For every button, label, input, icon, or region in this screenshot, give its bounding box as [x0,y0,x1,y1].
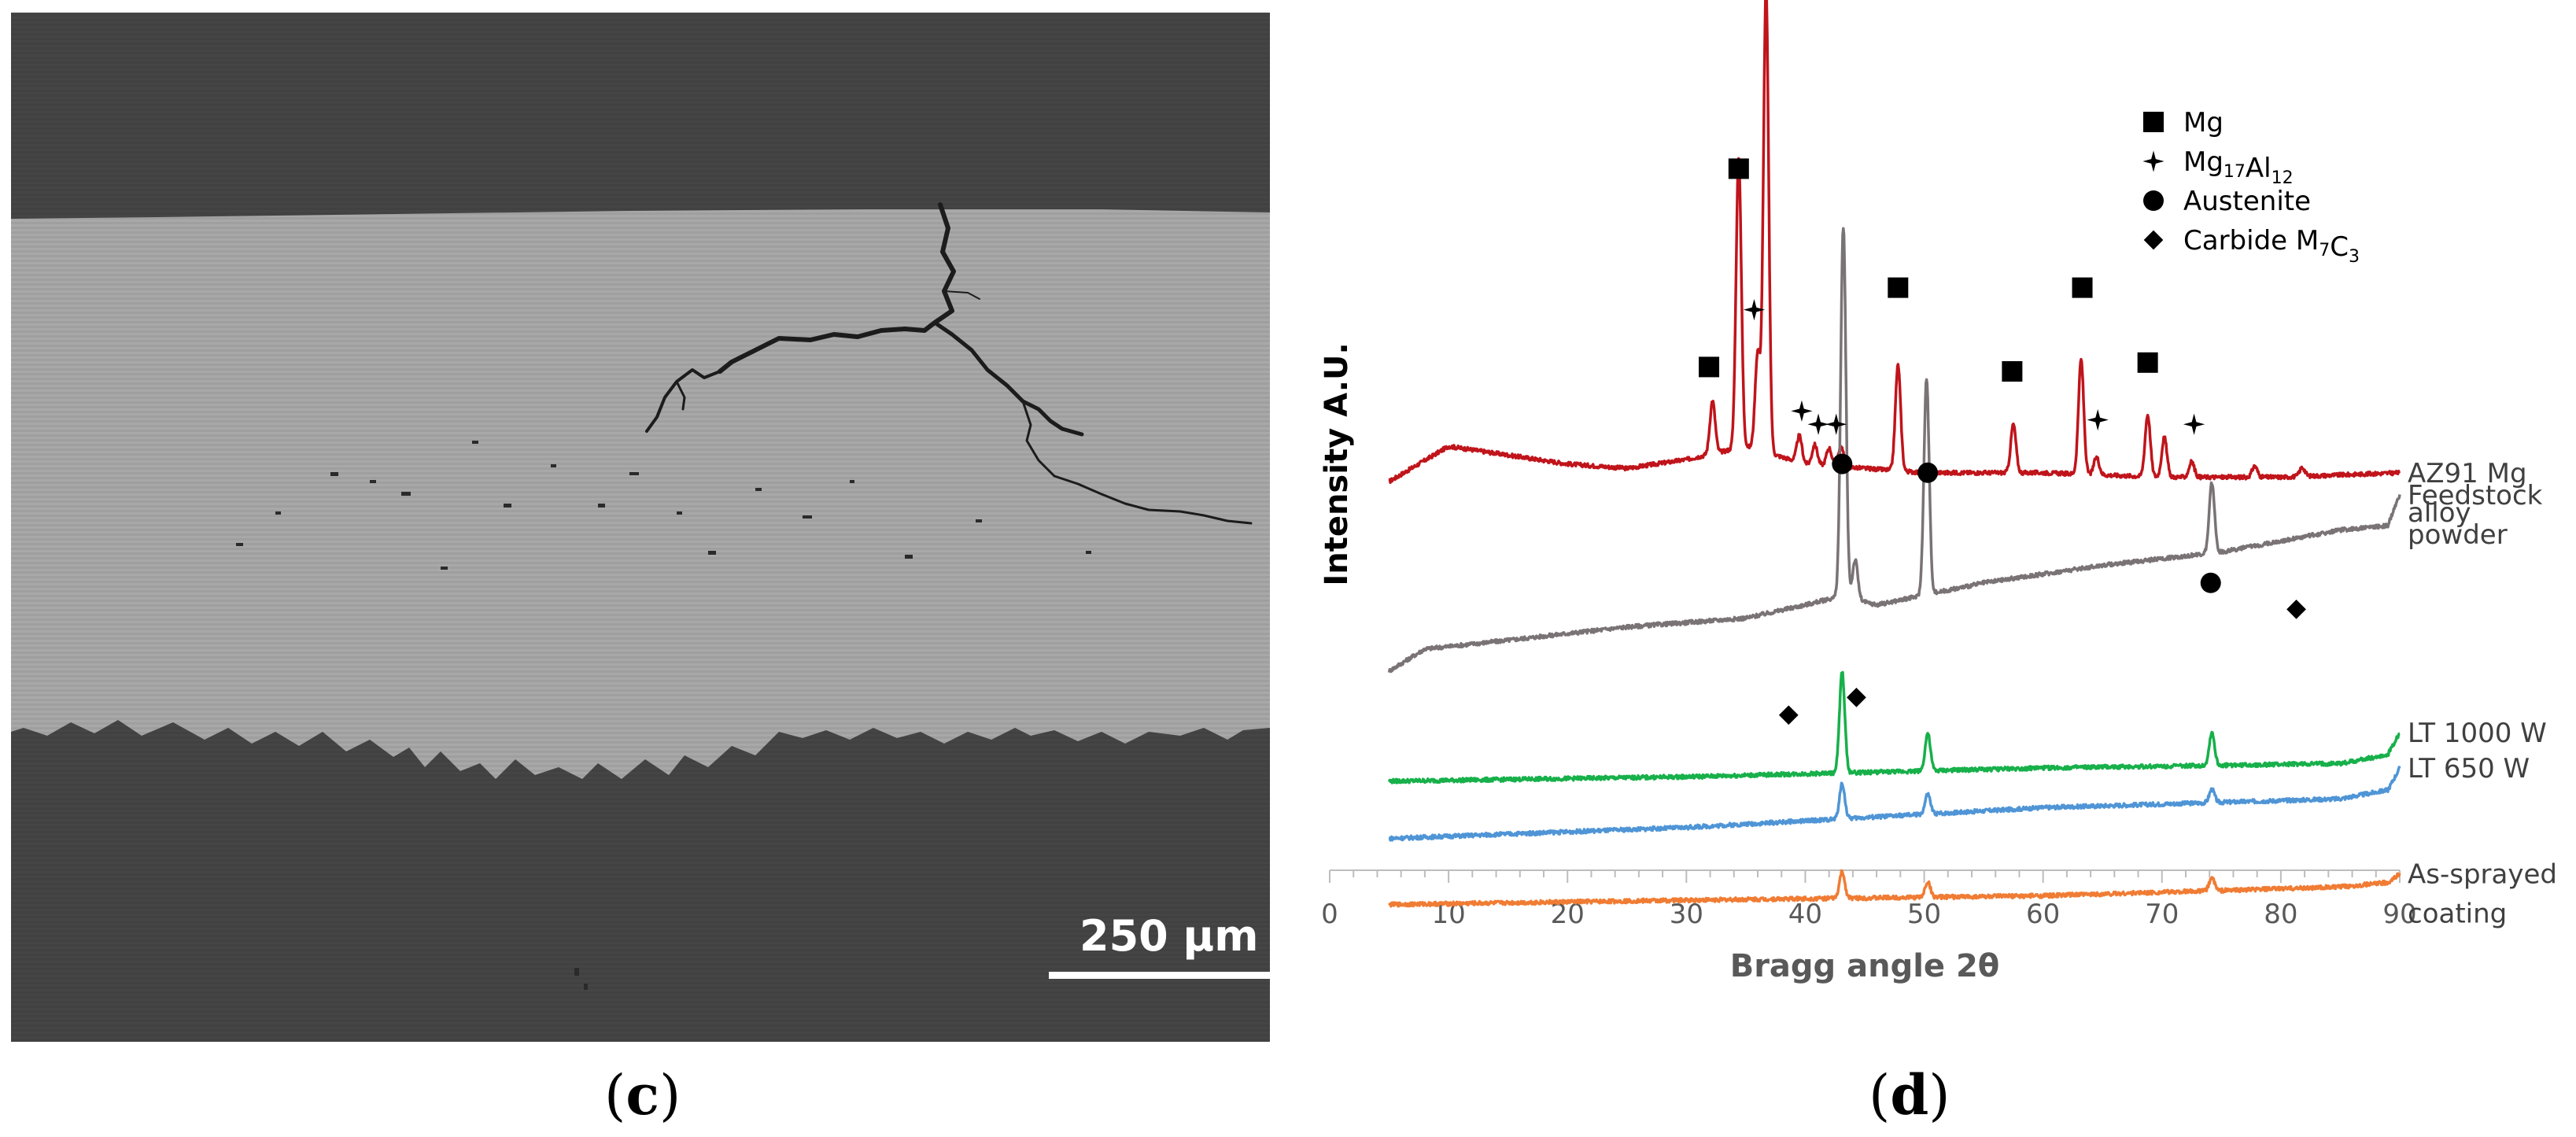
carbide-marker [1847,688,1866,707]
x-axis-title: Bragg angle 2θ [1730,948,2000,984]
x-tick-label: 90 [2382,899,2416,930]
scale-bar [1049,972,1273,979]
mg17al12-marker [2142,150,2165,172]
x-tick-label: 50 [1907,899,1941,930]
porosity-specks [236,441,1091,990]
legend-label: Austenite [2183,186,2311,217]
mg-marker [1728,158,1749,179]
x-tick-label: 80 [2264,899,2297,930]
series-line [1388,869,2401,908]
x-tick-label: 60 [2026,899,2060,930]
mg-marker [1699,356,1720,378]
series-line [1387,670,2401,784]
austenite-marker [1917,462,1939,483]
series-label: As-sprayed coating [2408,858,2557,929]
legend-label: Mg17Al12 [2183,146,2294,188]
series-line [1388,0,2401,485]
x-axis: 0 10 20 30 40 50 60 70 80 90 Bragg angle 2θ [1321,869,2417,984]
panel-label-d: (d) [1869,1062,1950,1128]
legend-label: Carbide M7C3 [2183,225,2360,267]
x-tick-label: 0 [1321,899,1338,930]
series-line [1388,765,2401,842]
legend-item: Carbide M7C3 [2143,225,2360,267]
mg17al12-marker [2087,408,2109,431]
austenite-marker [2143,190,2164,211]
mg17al12-marker [1807,413,1829,435]
scanline-texture [11,13,1270,1042]
x-tick-label: 70 [2145,899,2179,930]
carbide-marker [2143,230,2164,250]
mg-marker [2002,361,2023,382]
mg17al12-marker [1825,413,1847,435]
series-label: LT 650 W [2408,753,2530,784]
mg-marker [2143,112,2164,132]
sem-micrograph [11,13,1270,1042]
panel-label-c: (c) [604,1062,681,1128]
legend-item: Mg17Al12 [2142,146,2294,188]
mg-marker [1888,277,1909,298]
mg-marker [2137,352,2158,373]
carbide-marker [2286,600,2306,619]
series-label: AZ91 Mg alloy [2408,458,2527,529]
legend-item: Mg [2143,107,2224,138]
mg-marker [2072,277,2093,298]
austenite-marker [2200,572,2221,593]
legend-label: Mg [2183,107,2224,138]
series-label: LT 1000 W [2408,718,2547,749]
mg17al12-marker [2183,413,2205,435]
crack-network [645,202,1253,525]
carbide-marker [1778,705,1799,725]
x-tick-label: 40 [1788,899,1822,930]
mg17al12-marker [1791,400,1813,423]
legend-item: Austenite [2143,186,2311,217]
series-label: Feedstock powder [2408,480,2543,551]
austenite-marker [1832,453,1853,474]
scale-bar-label: 250 µm [1079,911,1259,961]
y-axis-title: Intensity A.U. [1319,342,1355,585]
x-tick-label: 30 [1670,899,1703,930]
series-line [1387,227,2401,674]
mg17al12-marker [1743,298,1766,321]
